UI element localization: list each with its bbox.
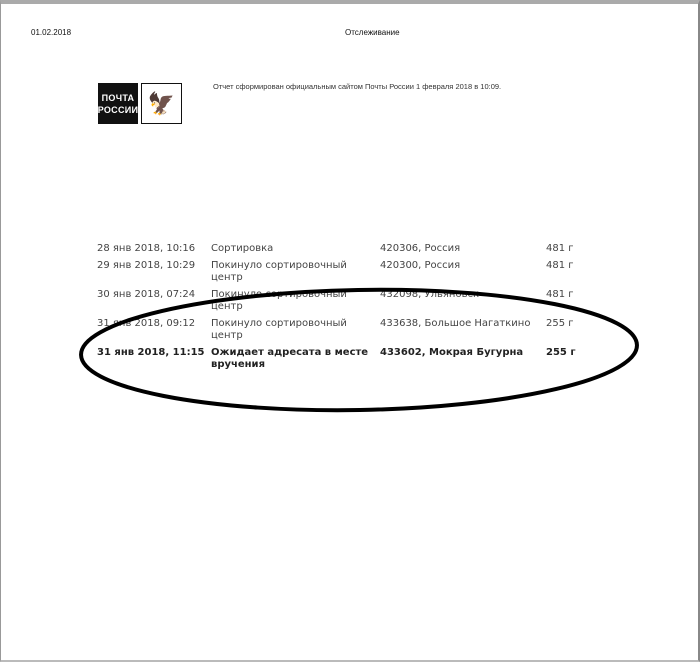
cell-weight: 255 г [546, 346, 576, 358]
cell-place: 433602, Мокрая Бугурна [380, 346, 524, 358]
cell-place: 420300, Россия [380, 259, 461, 271]
table-row: 29 янв 2018, 10:29 Покинуло сортировочный… [97, 260, 576, 289]
table-row: 28 янв 2018, 10:16 Сортировка 420306, Росс… [97, 243, 576, 260]
cell-status: Ожидает адресата в месте вручения [211, 346, 369, 371]
cell-weight: 481 г [546, 259, 574, 271]
page-title: Отслеживание [345, 28, 400, 37]
cell-weight: 481 г [546, 243, 574, 254]
cell-weight: 481 г [546, 288, 574, 300]
table-row: 31 янв 2018, 11:15 Ожидает адресата в мес… [97, 347, 576, 376]
cell-datetime: 28 янв 2018, 10:16 [97, 243, 196, 254]
table-row: 31 янв 2018, 09:12 Покинуло сортировочный… [97, 318, 576, 347]
report-note: Отчет сформирован официальным сайтом Поч… [213, 82, 502, 91]
cell-datetime: 31 янв 2018, 11:15 [97, 346, 205, 358]
cell-status: Покинуло сортировочный центр [211, 317, 347, 342]
cell-weight: 255 г [546, 317, 574, 329]
cell-place: 420306, Россия [380, 243, 461, 254]
cell-datetime: 30 янв 2018, 07:24 [97, 288, 196, 300]
print-date: 01.02.2018 [31, 28, 72, 37]
cell-datetime: 29 янв 2018, 10:29 [97, 259, 196, 271]
cell-status: Сортировка [211, 243, 274, 254]
cell-status: Покинуло сортировочный центр [211, 259, 347, 284]
eagle-emblem-icon: 🦅 [141, 83, 182, 124]
russian-post-logo: ПОЧТА РОССИИ 🦅 [98, 83, 182, 124]
cell-place: 432098, Ульяновск [380, 288, 480, 300]
cell-datetime: 31 янв 2018, 09:12 [97, 317, 196, 329]
cell-place: 433638, Большое Нагаткино [380, 317, 531, 329]
